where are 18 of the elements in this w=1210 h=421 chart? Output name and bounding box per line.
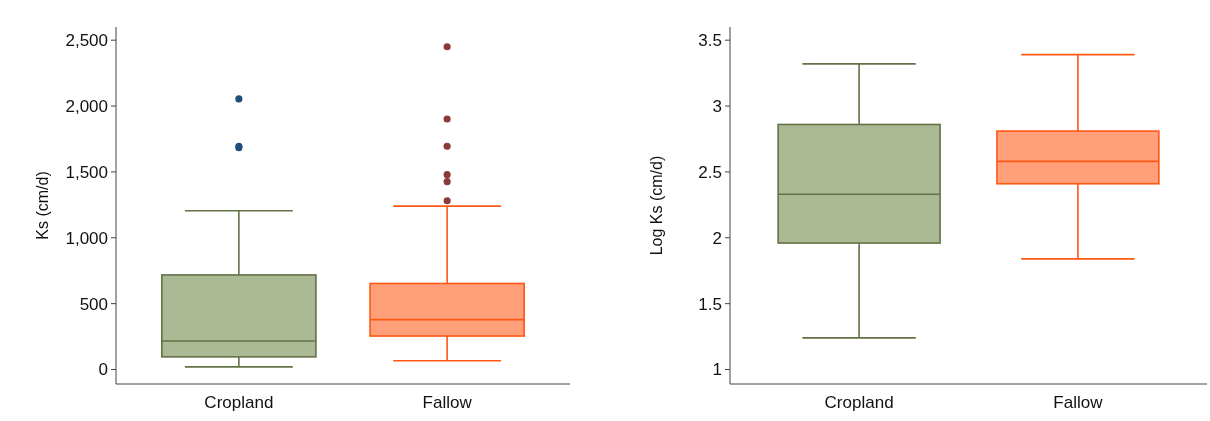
y-tick-label: 1,000 <box>65 228 108 248</box>
y-tick-label: 3.5 <box>698 31 722 51</box>
y-axis-title: Log Ks (cm/d) <box>648 155 665 256</box>
x-tick-label: Cropland <box>204 393 274 412</box>
y-tick-label: 1 <box>712 360 722 380</box>
y-tick-label: 2 <box>712 228 722 248</box>
y-tick-label: 500 <box>79 294 108 314</box>
y-tick-label: 0 <box>98 360 108 380</box>
y-tick-label: 2,000 <box>65 96 108 116</box>
y-tick-label: 1.5 <box>698 294 722 314</box>
y-tick-label: 3 <box>712 96 722 116</box>
x-tick-label: Fallow <box>422 393 473 412</box>
x-tick-label: Fallow <box>1053 393 1104 412</box>
x-tick-label: Cropland <box>824 393 894 412</box>
y-tick-label: 2,500 <box>65 31 108 51</box>
y-tick-label: 2.5 <box>698 162 722 182</box>
y-tick-label: 1,500 <box>65 162 108 182</box>
y-axis-title: Ks (cm/d) <box>34 171 51 240</box>
